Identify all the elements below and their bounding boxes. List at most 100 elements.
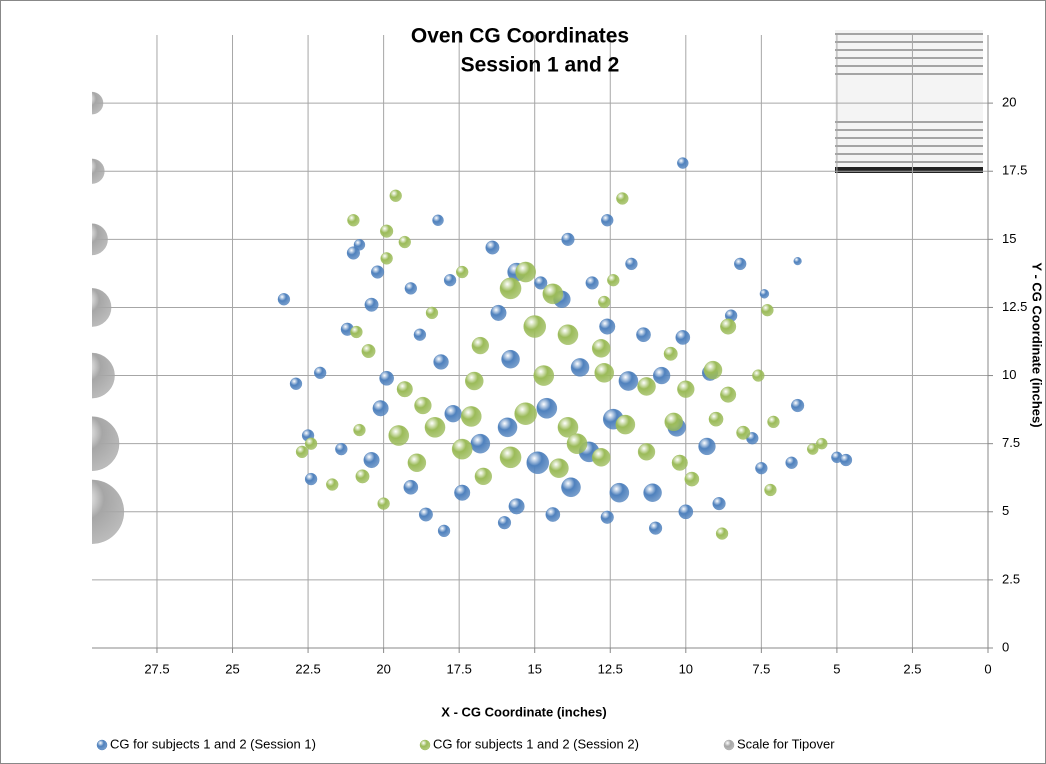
y-tick-label: 20	[1002, 95, 1016, 110]
bubble	[407, 453, 427, 473]
bubble	[715, 527, 729, 540]
bubble	[501, 349, 520, 369]
bubble	[289, 377, 303, 390]
bubble	[414, 396, 432, 415]
bubble	[625, 257, 638, 271]
bubble	[839, 453, 853, 467]
legend-label: Scale for Tipover	[737, 736, 835, 751]
bubble	[92, 91, 104, 115]
bubble	[470, 433, 491, 454]
bubble	[675, 330, 691, 345]
bubble	[557, 324, 579, 346]
bubble	[388, 425, 410, 446]
x-tick-label: 0	[984, 661, 991, 676]
bubble	[561, 232, 575, 246]
bubble	[326, 478, 339, 491]
x-tick-label: 22.5	[295, 661, 320, 676]
x-tick-label: 2.5	[903, 661, 921, 676]
bubble	[523, 315, 547, 338]
bubble	[92, 416, 120, 472]
bubble	[474, 467, 493, 486]
x-tick-label: 5	[833, 661, 840, 676]
bubble	[277, 293, 291, 306]
bubble	[566, 433, 588, 455]
y-tick-label: 2.5	[1002, 571, 1020, 586]
x-tick-label: 15	[527, 661, 541, 676]
x-tick-label: 7.5	[752, 661, 770, 676]
bubble	[418, 507, 433, 522]
bubble	[424, 416, 446, 438]
bubble	[637, 443, 656, 461]
bubble	[600, 510, 614, 524]
y-tick-label: 15	[1002, 231, 1016, 246]
bubble	[534, 276, 548, 290]
bubble	[594, 362, 615, 383]
bubble	[490, 304, 507, 321]
bubble	[759, 289, 770, 299]
bubble	[609, 482, 630, 503]
legend-marker	[96, 739, 108, 751]
bubble	[591, 448, 611, 467]
bubble	[499, 446, 522, 469]
legend-label: CG for subjects 1 and 2 (Session 1)	[110, 736, 316, 751]
bubble	[703, 360, 723, 380]
bubble	[648, 521, 663, 535]
bubble	[372, 400, 389, 417]
bubble	[377, 497, 390, 510]
bubble	[733, 257, 747, 271]
bubble	[437, 524, 451, 538]
y-tick-label: 10	[1002, 367, 1016, 382]
x-axis-title: X - CG Coordinate (inches)	[441, 704, 606, 719]
x-tick-label: 20	[376, 661, 390, 676]
bubble	[607, 273, 620, 287]
bubble	[295, 445, 309, 459]
bubble	[380, 252, 393, 265]
y-tick-label: 17.5	[1002, 163, 1027, 178]
bubble	[433, 354, 449, 370]
bubble	[92, 158, 105, 184]
bubble	[304, 437, 318, 450]
y-axis-title: Y - CG Coordinate (inches)	[1030, 262, 1045, 427]
bubble	[599, 318, 616, 335]
bubble	[497, 516, 512, 530]
bubble	[664, 412, 684, 432]
bubble	[652, 366, 671, 385]
bubble	[615, 414, 636, 435]
legend-marker	[723, 739, 735, 751]
bubble	[663, 346, 678, 361]
bubble	[790, 398, 805, 413]
bubble	[545, 507, 561, 522]
bubble	[708, 411, 724, 427]
bubble	[557, 416, 579, 438]
bubble	[404, 282, 418, 295]
bubble	[585, 276, 599, 290]
x-tick-label: 12.5	[598, 661, 623, 676]
bubble	[454, 484, 471, 501]
bubble	[464, 371, 484, 391]
bubble	[389, 189, 402, 202]
x-tick-label: 10	[679, 661, 693, 676]
bubble	[364, 297, 379, 312]
y-tick-label: 12.5	[1002, 299, 1027, 314]
bubble	[536, 397, 558, 419]
legend-marker	[419, 739, 431, 751]
bubble	[396, 381, 413, 398]
bubble	[413, 328, 427, 341]
x-tick-label: 25	[225, 661, 239, 676]
bubble	[403, 479, 419, 495]
bubble	[353, 423, 366, 437]
bubble	[313, 366, 327, 380]
bubble	[684, 471, 700, 487]
bubble	[677, 157, 689, 169]
bubble	[92, 223, 108, 256]
bubble	[471, 336, 490, 355]
thumbnail	[835, 30, 983, 173]
x-tick-label: 27.5	[144, 661, 169, 676]
bubble	[346, 246, 361, 260]
bubble	[355, 469, 370, 484]
y-tick-label: 0	[1002, 639, 1009, 654]
bubble	[379, 370, 395, 386]
bubble	[816, 437, 828, 450]
bubble	[549, 458, 569, 479]
bubble	[616, 192, 629, 205]
